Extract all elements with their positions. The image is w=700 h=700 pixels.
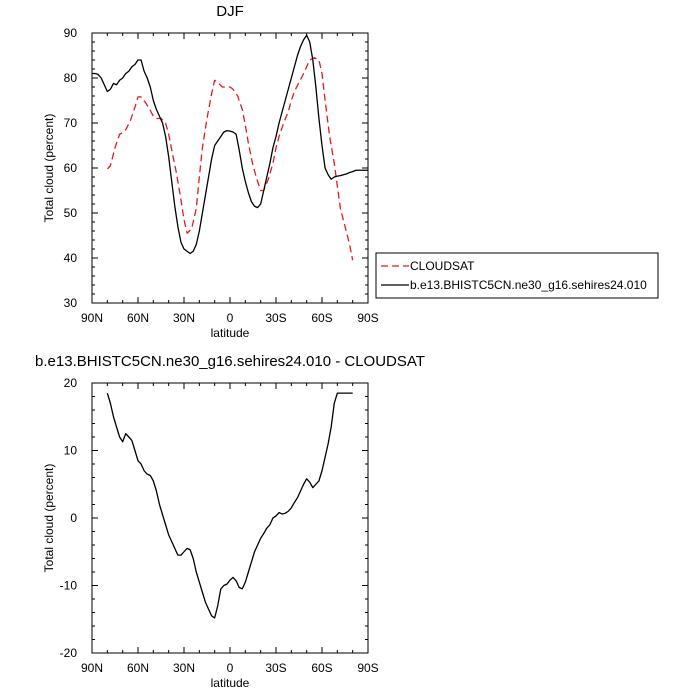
x-tick-label: 30S xyxy=(265,311,286,325)
x-tick-label: 90N xyxy=(81,661,103,675)
legend-label-1: CLOUDSAT xyxy=(410,259,475,273)
x-tick-label: 0 xyxy=(227,311,234,325)
plot-frame xyxy=(91,32,369,304)
x-axis-label: latitude xyxy=(211,676,250,690)
chart-title: b.e13.BHISTC5CN.ne30_g16.sehires24.010 -… xyxy=(35,353,425,370)
y-axis-label: Total cloud (percent) xyxy=(42,114,56,223)
y-tick-label: 50 xyxy=(64,206,78,220)
y-tick-label: 40 xyxy=(64,251,78,265)
y-axis-label: Total cloud (percent) xyxy=(42,464,56,573)
y-tick-label: 0 xyxy=(70,511,77,525)
x-tick-label: 60S xyxy=(311,661,332,675)
x-tick-label: 90S xyxy=(357,661,378,675)
plot-frame xyxy=(91,382,369,654)
legend: CLOUDSAT b.e13.BHISTC5CN.ne30_g16.sehires… xyxy=(375,252,659,299)
x-tick-label: 60N xyxy=(127,311,149,325)
series-line-1 xyxy=(106,392,353,619)
y-tick-label: 10 xyxy=(64,444,78,458)
x-tick-label: 30N xyxy=(173,311,195,325)
chart-panel-1: DJF 90N 60N 30N 0 30S 60S 90S 30 40 50 60 70 80 90 lati… xyxy=(42,3,379,340)
x-tick-label: 90N xyxy=(81,311,103,325)
y-tick-label: 80 xyxy=(64,71,78,85)
y-tick-label: 30 xyxy=(64,296,78,310)
x-tick-label: 30N xyxy=(173,661,195,675)
chart-panel-2: b.e13.BHISTC5CN.ne30_g16.sehires24.010 -… xyxy=(35,353,425,690)
y-tick-label: 70 xyxy=(64,116,78,130)
series-line-2 xyxy=(92,34,368,255)
y-tick-label: 60 xyxy=(64,161,78,175)
x-tick-label: 30S xyxy=(265,661,286,675)
x-tick-label: 90S xyxy=(357,311,378,325)
y-tick-label: -20 xyxy=(60,646,78,660)
y-tick-label: 20 xyxy=(64,376,78,390)
y-tick-label: 90 xyxy=(64,26,78,40)
x-tick-label: 60N xyxy=(127,661,149,675)
x-tick-label: 60S xyxy=(311,311,332,325)
y-tick-label: -10 xyxy=(60,579,78,593)
legend-box xyxy=(375,252,659,299)
chart-title: DJF xyxy=(216,3,244,20)
x-tick-label: 0 xyxy=(227,661,234,675)
legend-label-2: b.e13.BHISTC5CN.ne30_g16.sehires24.010 xyxy=(410,278,647,292)
series-line-1 xyxy=(106,57,354,261)
x-axis-label: latitude xyxy=(211,326,250,340)
